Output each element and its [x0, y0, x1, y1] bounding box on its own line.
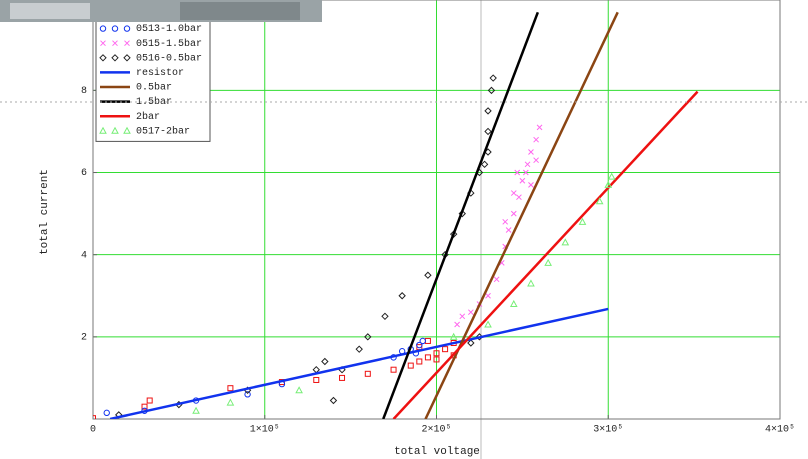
point [408, 363, 413, 368]
point [425, 355, 430, 360]
legend-label: 0513-1.0bar [136, 23, 202, 35]
point [485, 128, 491, 134]
point [490, 75, 496, 81]
line [394, 92, 698, 419]
x-tick-label: 2×10⁵ [421, 425, 451, 436]
y-tick-label: 2 [81, 332, 87, 343]
point [525, 162, 530, 167]
point [562, 239, 568, 245]
point [486, 293, 491, 298]
point [245, 392, 250, 397]
point [528, 149, 533, 154]
point [382, 313, 388, 319]
point [425, 338, 430, 343]
x-tick-label: 0 [90, 425, 96, 436]
point [443, 347, 448, 352]
point [511, 211, 516, 216]
point [147, 398, 152, 403]
legend-label: 0517-2bar [136, 125, 190, 137]
x-tick-label: 1×10⁵ [250, 425, 280, 436]
point [511, 191, 516, 196]
point [314, 377, 319, 382]
point [420, 338, 425, 343]
point [391, 367, 396, 372]
point [417, 359, 422, 364]
point [579, 219, 585, 225]
x-tick-label: 3×10⁵ [593, 425, 623, 436]
line [110, 309, 608, 419]
y-tick-label: 8 [81, 86, 87, 97]
point [609, 174, 615, 180]
point [528, 280, 534, 286]
plot: 01×10⁵2×10⁵3×10⁵4×10⁵24680513-0.5bar0513… [81, 0, 795, 436]
y-tick-label: 6 [81, 168, 87, 179]
point [340, 375, 345, 380]
point [227, 400, 233, 406]
point [485, 108, 491, 114]
x-tick-label: 4×10⁵ [765, 425, 795, 436]
point [534, 137, 539, 142]
y-axis-label: total current [39, 169, 51, 255]
y-tick-label: 4 [81, 250, 87, 261]
point [468, 310, 473, 315]
point [296, 387, 302, 393]
point [193, 408, 199, 414]
point [537, 125, 542, 130]
photo-detail [10, 3, 90, 19]
point [503, 219, 508, 224]
point [455, 322, 460, 327]
point [356, 346, 362, 352]
point [534, 158, 539, 163]
point [516, 195, 521, 200]
point [365, 371, 370, 376]
legend-label: 0.5bar [136, 82, 172, 94]
point [330, 398, 336, 404]
point [322, 358, 328, 364]
point [545, 260, 551, 266]
line [383, 12, 538, 419]
legend-label: 0516-0.5bar [136, 52, 202, 64]
point [485, 322, 491, 328]
point [494, 277, 499, 282]
legend-label: resistor [136, 67, 184, 79]
point [425, 272, 431, 278]
point [528, 182, 533, 187]
point [511, 301, 517, 307]
point [399, 293, 405, 299]
chart: 01×10⁵2×10⁵3×10⁵4×10⁵24680513-0.5bar0513… [0, 0, 808, 459]
line [426, 12, 618, 419]
x-axis-label: total voltage [394, 446, 480, 458]
point [506, 228, 511, 233]
point [482, 161, 488, 167]
legend-label: 2bar [136, 111, 160, 123]
point [104, 410, 109, 415]
point [228, 386, 233, 391]
point [460, 314, 465, 319]
page: 01×10⁵2×10⁵3×10⁵4×10⁵24680513-0.5bar0513… [0, 0, 808, 459]
legend-label: 0515-1.5bar [136, 38, 202, 50]
point [520, 178, 525, 183]
photo-detail [180, 2, 300, 20]
